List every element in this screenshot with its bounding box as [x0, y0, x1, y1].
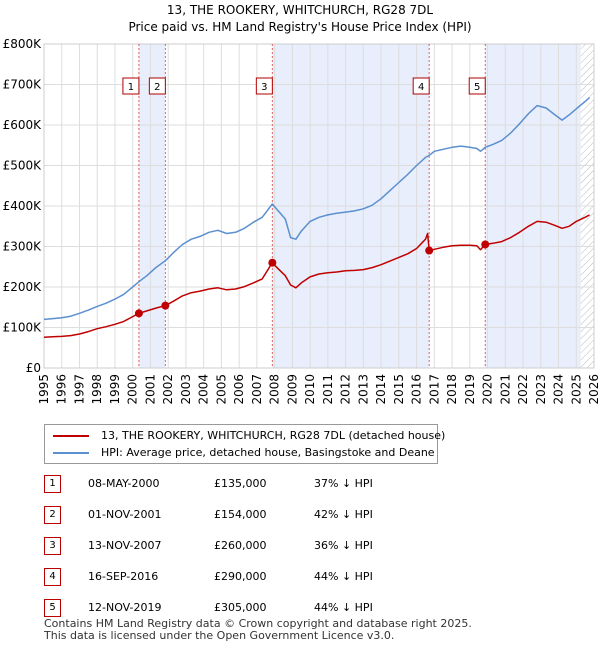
x-tick-label: 2007	[250, 374, 264, 405]
x-tick-label: 2026	[587, 374, 600, 405]
chart-title-line2: Price paid vs. HM Land Registry's House …	[128, 20, 472, 34]
sale-label-text: 2	[154, 82, 160, 93]
sale-point	[425, 246, 434, 255]
legend-label-property: 13, THE ROOKERY, WHITCHURCH, RG28 7DL (d…	[101, 429, 446, 442]
sale-label-text: 3	[261, 82, 267, 93]
sale-point	[481, 240, 490, 249]
x-tick-label: 2004	[197, 374, 211, 405]
table-row: 5 12-NOV-2019 £305,000 44% ↓ HPI	[44, 599, 464, 617]
legend-item-hpi: HPI: Average price, detached house, Basi…	[53, 445, 435, 461]
y-tick-label: £0	[26, 361, 41, 375]
hpi-series-line	[43, 96, 591, 321]
x-tick-label: 2019	[463, 374, 477, 405]
sale-date: 01-NOV-2001	[88, 508, 162, 521]
sale-label-box	[148, 77, 166, 95]
x-tick-label: 2014	[374, 374, 388, 405]
plot-border	[43, 43, 595, 369]
footer-copyright: Contains HM Land Registry data © Crown c…	[44, 617, 472, 630]
y-tick-label: £600K	[3, 118, 43, 132]
legend: 13, THE ROOKERY, WHITCHURCH, RG28 7DL (d…	[44, 424, 445, 464]
sale-number-badge: 5	[44, 599, 61, 617]
x-tick-label: 2013	[356, 374, 370, 405]
sale-hpi-diff: 37% ↓ HPI	[314, 477, 373, 490]
y-tick-label: £100K	[3, 321, 43, 335]
x-tick-label: 2011	[321, 374, 335, 405]
sale-label-text: 5	[474, 82, 480, 93]
x-tick-label: 2009	[285, 374, 299, 405]
x-tick-label: 2016	[410, 374, 424, 405]
x-tick-label: 2018	[445, 374, 459, 405]
legend-label-hpi: HPI: Average price, detached house, Basi…	[101, 446, 435, 459]
x-tick-label: 2022	[516, 374, 530, 405]
table-row: 4 16-SEP-2016 £290,000 44% ↓ HPI	[44, 568, 464, 586]
footer: Contains HM Land Registry data © Crown c…	[44, 618, 472, 642]
y-tick-label: £500K	[3, 159, 43, 173]
x-tick-label: 2012	[339, 374, 353, 405]
x-tick-label: 2008	[268, 374, 282, 405]
y-tick-label: £200K	[3, 280, 43, 294]
price-chart: 1 2 3 4 5 £0 £100K £200K £300K £400K £500K £600K £70…	[3, 37, 600, 405]
sale-date: 12-NOV-2019	[88, 601, 162, 614]
y-tick-label: £700K	[3, 78, 43, 92]
legend-swatch-property	[53, 435, 89, 437]
sale-price: £260,000	[214, 539, 267, 552]
sale-date: 16-SEP-2016	[88, 570, 159, 583]
x-tick-label: 1997	[72, 374, 86, 405]
sale-price: £290,000	[214, 570, 267, 583]
x-tick-label: 2001	[143, 374, 157, 405]
legend-swatch-hpi	[53, 452, 89, 454]
sale-hpi-diff: 36% ↓ HPI	[314, 539, 373, 552]
sale-date: 13-NOV-2007	[88, 539, 162, 552]
x-tick-label: 2021	[498, 374, 512, 405]
sale-price: £154,000	[214, 508, 267, 521]
sale-label-text: 4	[418, 82, 424, 93]
x-tick-label: 2023	[534, 374, 548, 405]
y-tick-label: £800K	[3, 37, 43, 51]
chart-title-line1: 13, THE ROOKERY, WHITCHURCH, RG28 7DL	[166, 3, 434, 17]
x-tick-label: 2024	[552, 374, 566, 405]
x-tick-label: 2025	[569, 374, 583, 405]
sale-label-text: 1	[128, 82, 134, 93]
x-tick-label: 2006	[232, 374, 246, 405]
x-tick-label: 2010	[303, 374, 317, 405]
x-tick-label: 1998	[90, 374, 104, 405]
sale-hpi-diff: 44% ↓ HPI	[314, 570, 373, 583]
x-tick-label: 1999	[108, 374, 122, 405]
sale-point	[268, 258, 277, 267]
sale-number-badge: 4	[44, 568, 61, 586]
table-row: 2 01-NOV-2001 £154,000 42% ↓ HPI	[44, 506, 464, 524]
footer-licence: This data is licensed under the Open Gov…	[44, 629, 395, 642]
sale-price: £305,000	[214, 601, 267, 614]
sale-date: 08-MAY-2000	[88, 477, 160, 490]
x-tick-label: 1995	[37, 374, 51, 405]
sale-number-badge: 3	[44, 537, 61, 555]
x-tick-label: 2017	[427, 374, 441, 405]
sale-label-box	[468, 77, 486, 95]
sale-point	[134, 309, 143, 318]
x-tick-label: 2000	[126, 374, 140, 405]
x-tick-label: 2020	[481, 374, 495, 405]
sale-point	[161, 301, 170, 310]
sale-price: £135,000	[214, 477, 267, 490]
y-tick-label: £300K	[3, 240, 43, 254]
sale-hpi-diff: 42% ↓ HPI	[314, 508, 373, 521]
sale-hpi-diff: 44% ↓ HPI	[314, 601, 373, 614]
table-row: 3 13-NOV-2007 £260,000 36% ↓ HPI	[44, 537, 464, 555]
x-tick-label: 1996	[55, 374, 69, 405]
sale-label-box	[122, 77, 140, 95]
sale-number-badge: 1	[44, 475, 61, 493]
legend-item-property: 13, THE ROOKERY, WHITCHURCH, RG28 7DL (d…	[53, 428, 445, 444]
x-tick-label: 2003	[179, 374, 193, 405]
y-tick-label: £400K	[3, 199, 43, 213]
table-row: 1 08-MAY-2000 £135,000 37% ↓ HPI	[44, 475, 464, 493]
sale-label-box	[412, 77, 430, 95]
x-tick-label: 2002	[161, 374, 175, 405]
x-tick-label: 2015	[392, 374, 406, 405]
sale-number-badge: 2	[44, 506, 61, 524]
chart-title: 13, THE ROOKERY, WHITCHURCH, RG28 7DL Pr…	[0, 2, 600, 36]
x-tick-label: 2005	[214, 374, 228, 405]
sale-label-box	[255, 77, 273, 95]
